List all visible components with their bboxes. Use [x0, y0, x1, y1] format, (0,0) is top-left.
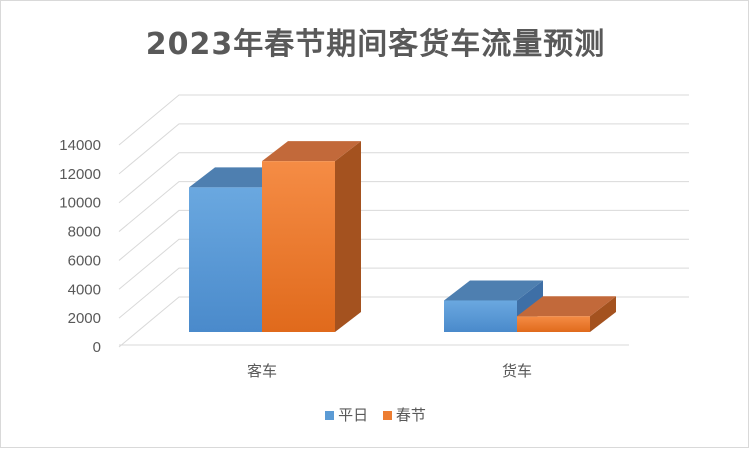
gridline: [118, 238, 689, 290]
legend-swatch-spring-festival: [382, 411, 392, 420]
y-tick-label: 10000: [59, 195, 101, 212]
y-tick-label: 0: [93, 339, 101, 356]
gridline: [118, 181, 689, 232]
y-tick-label: 14000: [59, 137, 101, 154]
chart-title: 2023年春节期间客货车流量预测: [145, 27, 606, 62]
bar-0-1: [262, 161, 335, 332]
y-tick-label: 2000: [68, 310, 101, 327]
y-tick-label: 12000: [59, 166, 101, 183]
bar-top-0-1: [262, 141, 361, 162]
gridline: [118, 123, 689, 175]
bars: [189, 141, 616, 332]
x-axis: 客车 货车: [247, 362, 532, 380]
bar-top-1-1: [517, 296, 616, 317]
x-tick-label: 客车: [247, 362, 277, 380]
legend-label-spring-festival: 春节: [395, 406, 426, 424]
legend-item-spring-festival: 春节: [382, 404, 426, 425]
bar-0-0: [189, 187, 262, 332]
bar-side-0-1: [335, 141, 361, 332]
grid-layer: [118, 94, 689, 348]
legend-item-weekday: 平日: [325, 404, 368, 425]
gridline: [118, 94, 689, 146]
gridline: [118, 152, 689, 204]
bar-1-1: [517, 316, 590, 332]
y-tick-label: 8000: [68, 224, 101, 241]
bar-1-0: [444, 300, 517, 332]
y-axis: 0 2000 4000 6000 8000 10000 12000 14000: [59, 137, 101, 356]
gridline: [118, 267, 689, 319]
bar-top-1-0: [444, 280, 543, 301]
legend-swatch-weekday: [325, 411, 335, 420]
gridline: [118, 209, 689, 261]
y-tick-label: 4000: [68, 281, 101, 298]
x-tick-label: 货车: [502, 362, 532, 380]
legend-label-weekday: 平日: [338, 406, 369, 424]
legend: 平日 春节: [1, 404, 749, 425]
y-tick-label: 6000: [68, 252, 101, 269]
bar-side-1-1: [590, 296, 616, 332]
